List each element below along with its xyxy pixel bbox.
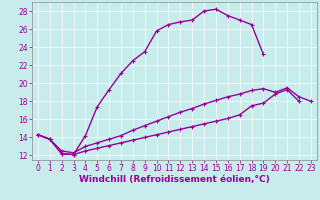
X-axis label: Windchill (Refroidissement éolien,°C): Windchill (Refroidissement éolien,°C) (79, 175, 270, 184)
